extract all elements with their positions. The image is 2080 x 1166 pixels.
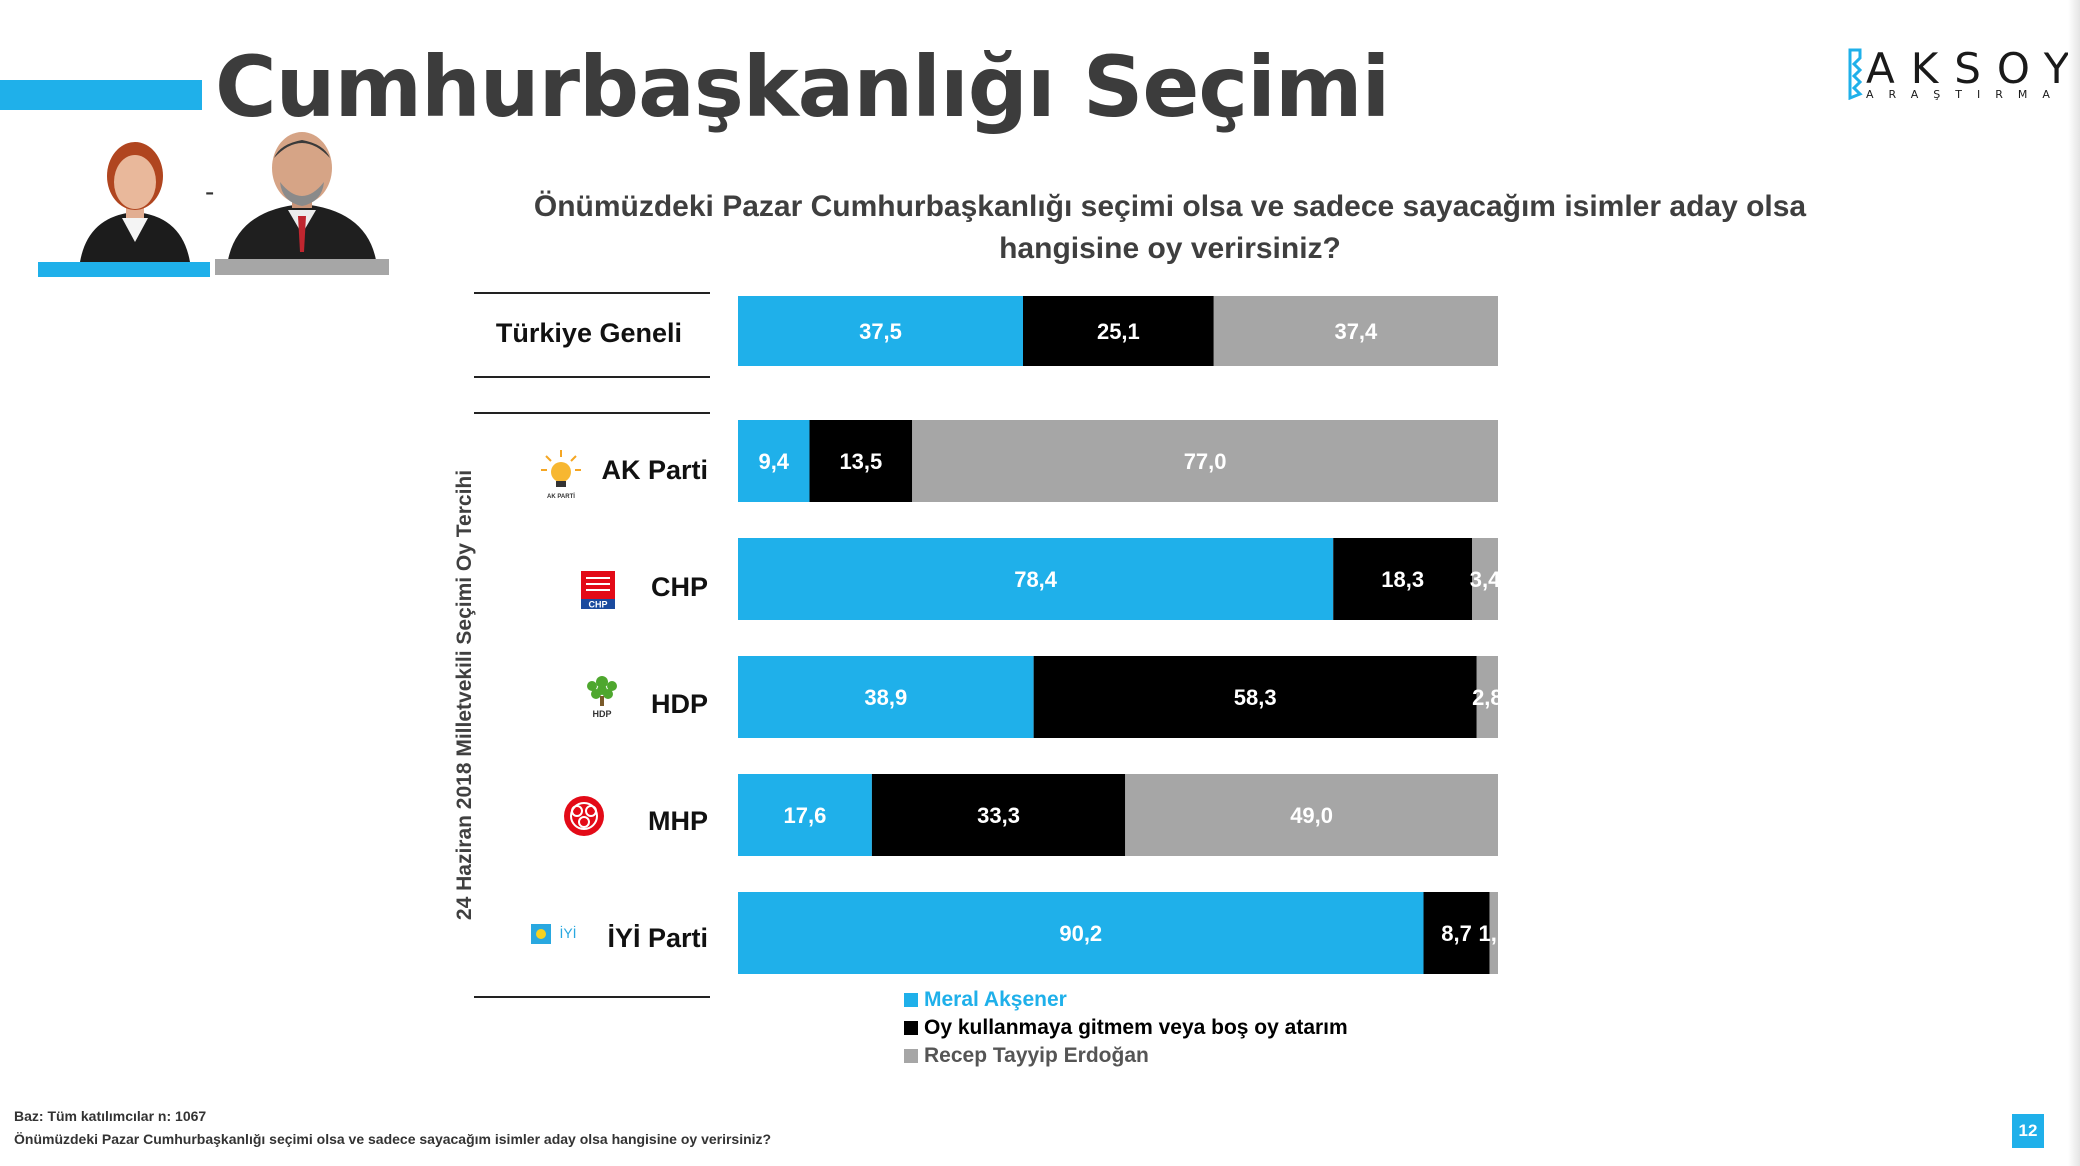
legend-item-no-vote: Oy kullanmaya gitmem veya boş oy atarım [904, 1016, 1348, 1040]
category-label: HDP [650, 689, 708, 719]
footer-base-note: Baz: Tüm katılımcılar n: 1067 [14, 1108, 207, 1124]
data-label: 33,3 [977, 803, 1020, 828]
bar-segment [738, 656, 1034, 738]
data-label: 49,0 [1290, 803, 1333, 828]
legend-label: Oy kullanmaya gitmem veya boş oy atarım [924, 1016, 1348, 1039]
bar-segment [1033, 656, 1477, 738]
legend-swatch [904, 1049, 918, 1063]
bar-segment [871, 774, 1126, 856]
slide-edge-shadow [2068, 0, 2080, 1166]
data-label: 78,4 [1014, 567, 1058, 592]
legend-label: Recep Tayyip Erdoğan [924, 1044, 1149, 1067]
legend-item-erdogan: Recep Tayyip Erdoğan [904, 1044, 1149, 1068]
logo-subtitle: ARAŞTIRMA [1866, 88, 2065, 101]
bar-segment [1125, 774, 1498, 856]
bar-segment [1213, 296, 1498, 366]
data-label: 38,9 [864, 685, 907, 710]
svg-text:AK PARTİ: AK PARTİ [547, 493, 575, 500]
data-label: 77,0 [1184, 449, 1227, 474]
aksoy-logo-mark-icon [1848, 48, 1866, 105]
data-label: 37,4 [1334, 319, 1378, 344]
hdp-logo-icon: HDP [580, 672, 624, 727]
data-label: 9,4 [758, 449, 789, 474]
bar-segment [1023, 296, 1214, 366]
divider-bottom [474, 996, 710, 998]
versus-dash: - [205, 176, 215, 207]
data-label: 90,2 [1059, 921, 1102, 946]
erdogan-color-bar [215, 259, 389, 275]
legend-swatch [904, 993, 918, 1007]
data-label: 37,5 [859, 319, 902, 344]
bar-segment [738, 538, 1334, 620]
bar-segment [809, 420, 913, 502]
category-label: MHP [648, 806, 708, 836]
divider-after-total [474, 376, 710, 378]
footer-question-note: Önümüzdeki Pazar Cumhurbaşkanlığı seçimi… [14, 1131, 772, 1147]
category-label: Türkiye Geneli [495, 318, 682, 348]
bar-segment [1476, 656, 1498, 738]
svg-text:İYİ: İYİ [559, 924, 576, 941]
divider-top [474, 292, 710, 294]
mhp-logo-icon [562, 794, 606, 843]
bar-segment [738, 892, 1424, 974]
category-label: İYİ Parti [607, 923, 708, 953]
svg-text:CHP: CHP [588, 600, 607, 610]
bar-segment [1472, 538, 1498, 620]
data-label: 25,1 [1097, 319, 1140, 344]
bar-segment [912, 420, 1498, 502]
data-label: 1,1 [1479, 921, 1510, 946]
svg-text:HDP: HDP [592, 709, 611, 719]
legend-item-aksener: Meral Akşener [904, 988, 1067, 1012]
data-label: 3,4 [1470, 567, 1501, 592]
data-label: 17,6 [784, 803, 827, 828]
divider-party-top [474, 412, 710, 414]
bar-segment [1489, 892, 1498, 974]
bar-segment [738, 296, 1023, 366]
chart-question: Önümüzdeki Pazar Cumhurbaşkanlığı seçimi… [533, 190, 1807, 265]
legend-label: Meral Akşener [924, 988, 1067, 1011]
category-label: CHP [650, 572, 708, 602]
legend-swatch [904, 1021, 918, 1035]
category-label: AK Parti [601, 455, 708, 485]
data-label: 8,7 [1441, 921, 1472, 946]
iyi-logo-icon: İYİ [530, 920, 586, 953]
bar-segment [738, 420, 810, 502]
page-title: Cumhurbaşkanlığı Seçimi [215, 38, 1390, 136]
chp-logo-icon: CHP [580, 570, 616, 615]
bar-segment [1333, 538, 1473, 620]
akp-logo-icon: AK PARTİ [538, 448, 584, 505]
data-label: 58,3 [1234, 685, 1277, 710]
page-number-badge: 12 [2012, 1114, 2044, 1148]
data-label: 2,8 [1472, 685, 1503, 710]
erdogan-portrait [222, 130, 382, 265]
data-label: 13,5 [839, 449, 882, 474]
bar-segment [738, 774, 872, 856]
data-label: 18,3 [1381, 567, 1424, 592]
logo-wordmark: AKSOY [1866, 44, 2080, 93]
bar-segment [1423, 892, 1490, 974]
aksener-portrait [60, 120, 210, 267]
aksener-color-bar [38, 262, 210, 277]
title-accent-bar [0, 80, 202, 110]
